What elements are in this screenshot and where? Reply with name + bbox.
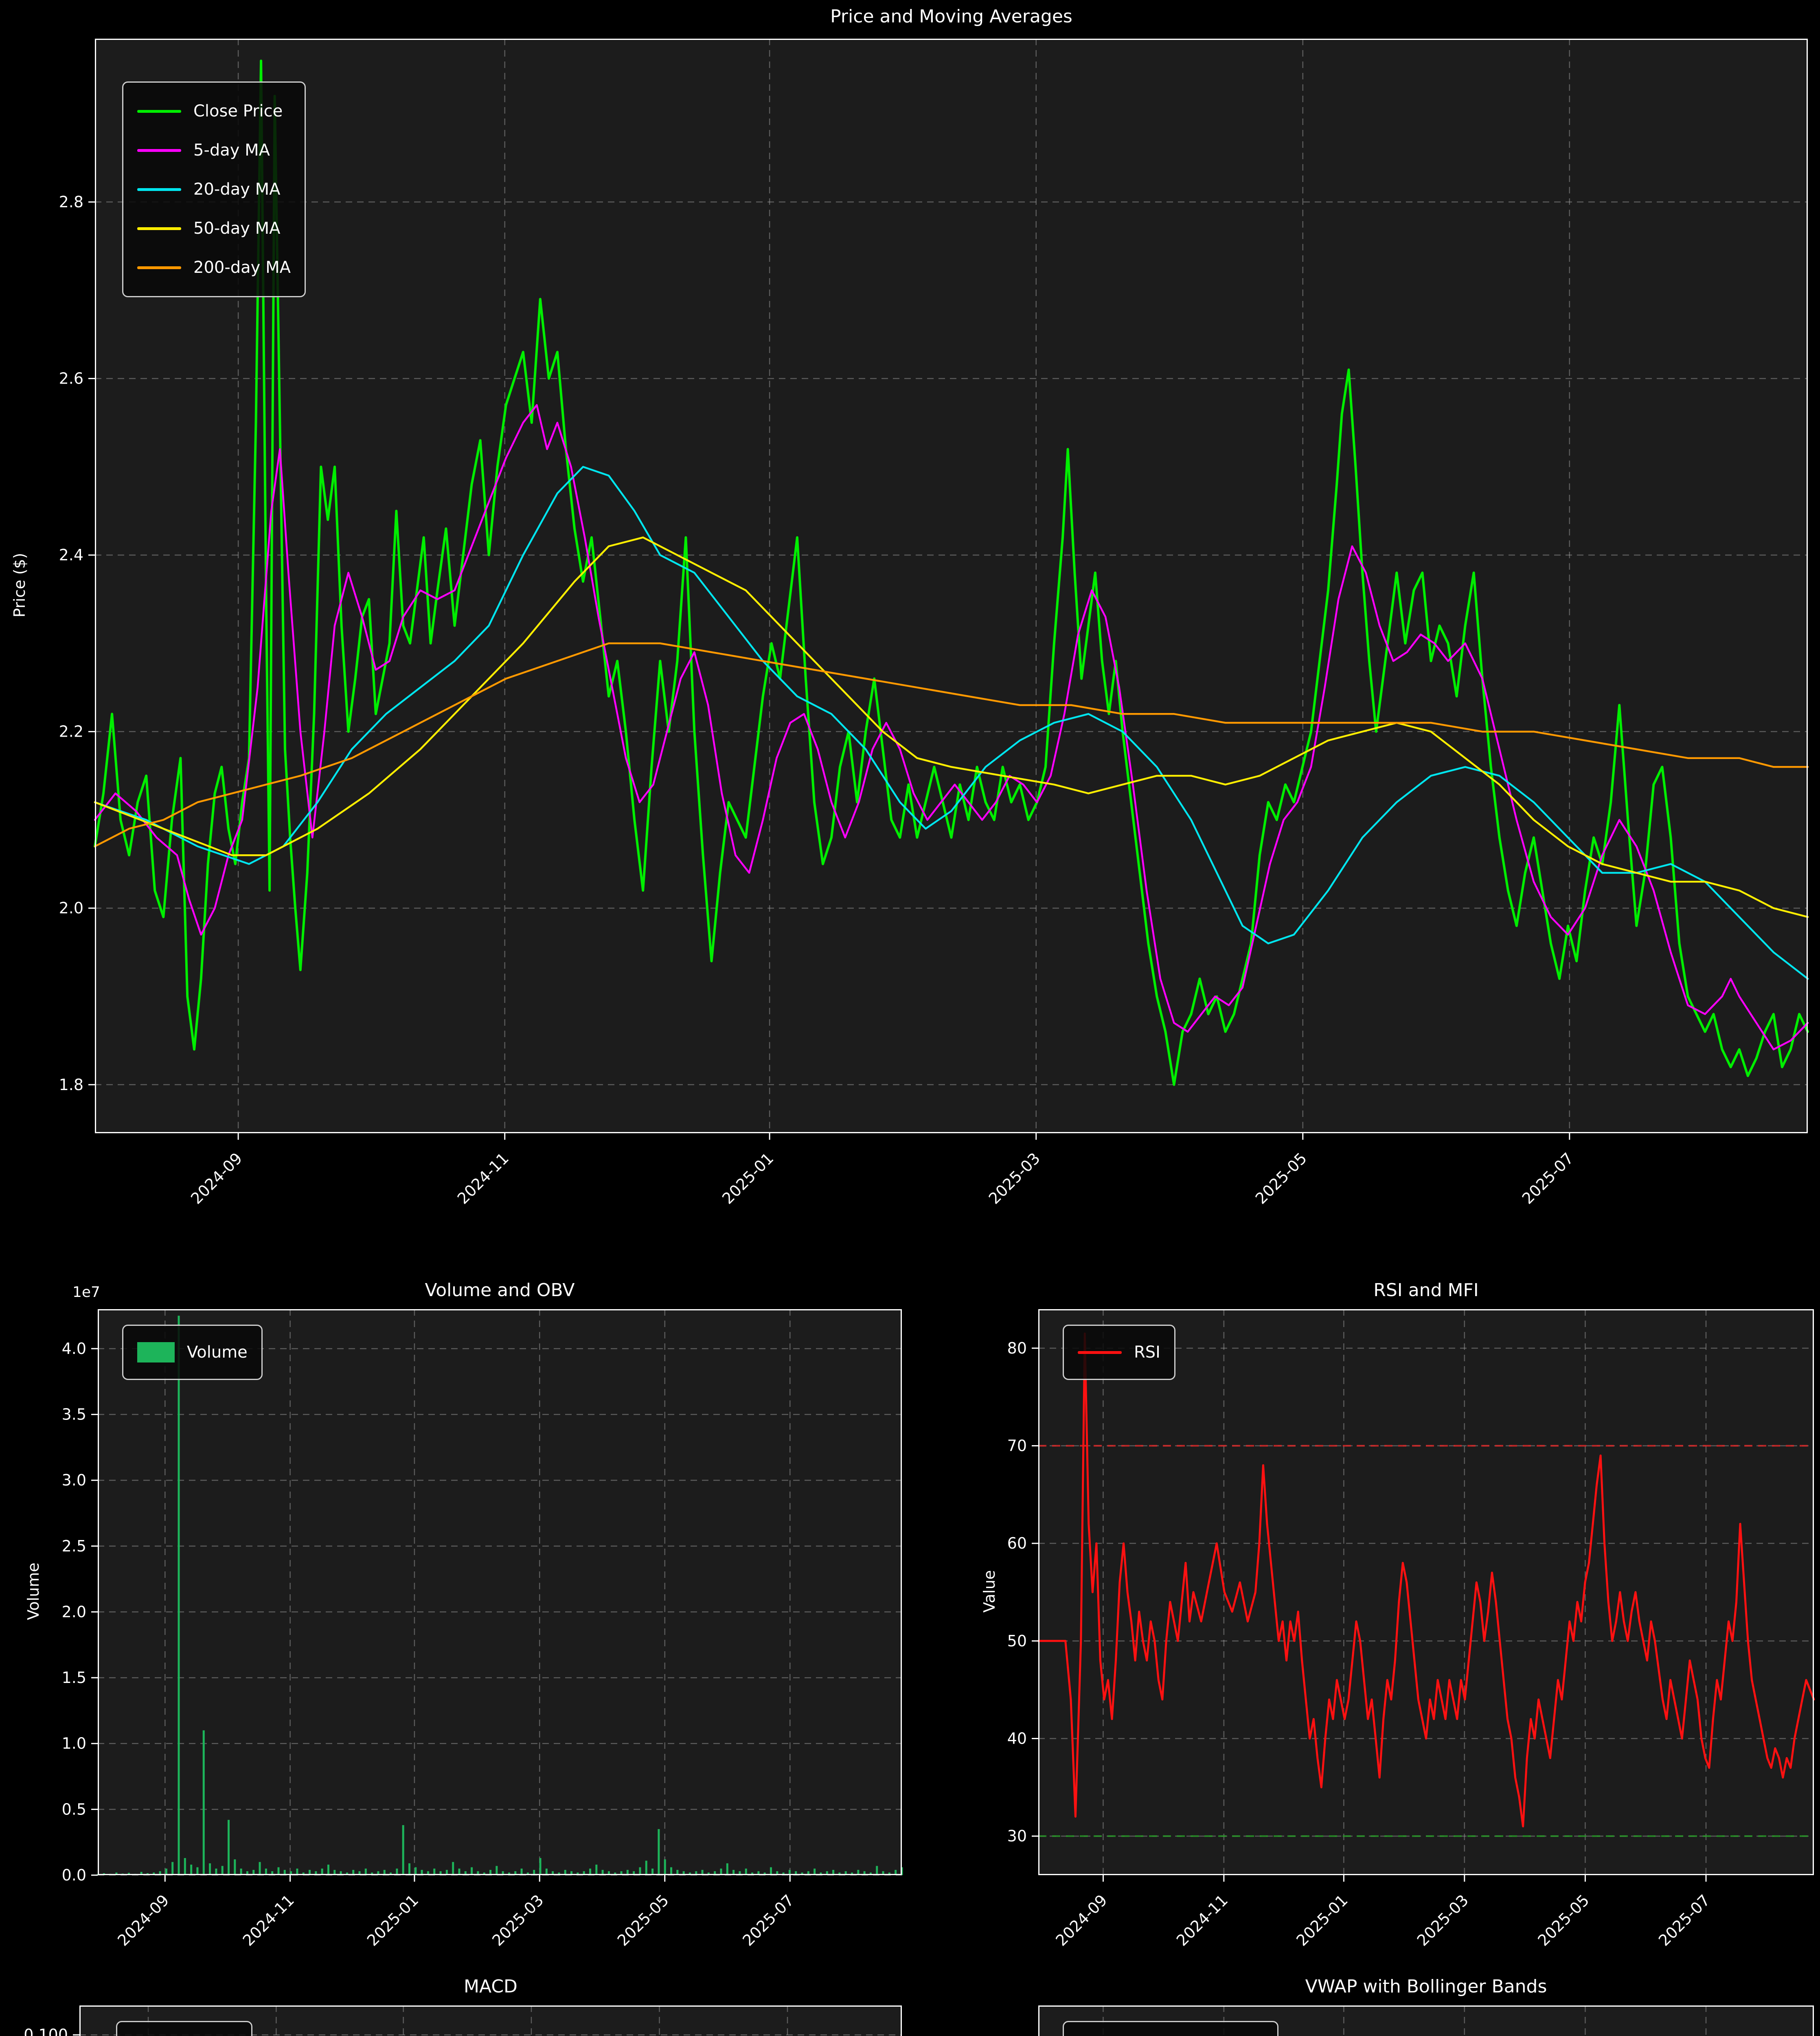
svg-text:2025-05: 2025-05 xyxy=(614,1891,672,1949)
legend-swatch xyxy=(137,188,181,191)
svg-text:1.0: 1.0 xyxy=(62,1735,86,1753)
svg-text:0.5: 0.5 xyxy=(62,1800,86,1818)
svg-text:60: 60 xyxy=(1007,1534,1027,1552)
price-chart-plot: 1.8 2.0 2.2 2.4 2.6 2.8 2024-09 2024-11 2025-01 2… xyxy=(59,39,1809,1208)
svg-text:1.8: 1.8 xyxy=(59,1076,83,1094)
legend-label: 200-day MA xyxy=(193,258,291,277)
legend-item-close-price: Close Price xyxy=(137,92,291,131)
legend-item-20-day-ma: 20-day MA xyxy=(137,170,291,209)
legend-item-close-price: Close Price xyxy=(1078,2031,1263,2036)
legend-swatch xyxy=(137,149,181,152)
svg-text:2025-05: 2025-05 xyxy=(1252,1149,1310,1207)
svg-text:2024-09: 2024-09 xyxy=(187,1149,246,1207)
rsi-chart-plot: 30 40 50 60 70 80 2024-09 2024-11 2025-01 2025-03… xyxy=(1007,1309,1815,1950)
legend-label: Volume xyxy=(187,1343,248,1362)
svg-text:2025-01: 2025-01 xyxy=(364,1891,422,1949)
legend-item-50-day-ma: 50-day MA xyxy=(137,209,291,248)
svg-text:2024-11: 2024-11 xyxy=(454,1149,512,1207)
svg-text:2.0: 2.0 xyxy=(62,1603,86,1621)
volume-chart-title: Volume and OBV xyxy=(425,1280,575,1301)
svg-text:2025-03: 2025-03 xyxy=(1414,1891,1472,1949)
rsi-chart-legend: RSI xyxy=(1063,1325,1175,1380)
svg-text:2025-03: 2025-03 xyxy=(985,1149,1044,1207)
rsi-chart-ylabel: Value xyxy=(980,1570,998,1613)
svg-text:80: 80 xyxy=(1007,1339,1027,1357)
svg-text:40: 40 xyxy=(1007,1729,1027,1747)
legend-label: 20-day MA xyxy=(193,180,281,199)
legend-item-macd: MACD xyxy=(131,2031,237,2036)
legend-item-rsi: RSI xyxy=(1078,1335,1160,1370)
legend-swatch xyxy=(137,227,181,230)
volume-axis-offset-text: 1e7 xyxy=(72,1284,100,1301)
svg-text:2025-01: 2025-01 xyxy=(1293,1891,1351,1949)
svg-text:1.5: 1.5 xyxy=(62,1669,86,1687)
rsi-chart-title: RSI and MFI xyxy=(1373,1280,1479,1301)
svg-text:50: 50 xyxy=(1007,1632,1027,1650)
svg-text:0.100: 0.100 xyxy=(24,2026,68,2036)
legend-swatch xyxy=(1078,1351,1122,1354)
svg-text:0.0: 0.0 xyxy=(62,1866,86,1884)
svg-text:4.0: 4.0 xyxy=(62,1340,86,1358)
macd-chart-title: MACD xyxy=(464,1976,517,1997)
legend-label: RSI xyxy=(1134,1343,1160,1362)
svg-text:3.0: 3.0 xyxy=(62,1471,86,1489)
svg-text:2024-11: 2024-11 xyxy=(239,1891,298,1949)
price-chart-ylabel: Price ($) xyxy=(11,553,29,618)
volume-chart-ylabel: Volume xyxy=(24,1562,42,1620)
macd-chart-plot: −0.100−0.075−0.050−0.0250.0000.0250.0500… xyxy=(24,2005,902,2036)
macd-chart-legend: MACDSignal xyxy=(116,2021,252,2036)
volume-chart-plot: 0.0 0.5 1.0 1.5 2.0 2.5 3.0 3.5 4.0 2024-09 2024-1… xyxy=(62,1309,903,1950)
svg-text:2025-05: 2025-05 xyxy=(1534,1891,1592,1949)
legend-swatch xyxy=(137,266,181,269)
vwap-chart-title: VWAP with Bollinger Bands xyxy=(1305,1976,1547,1997)
price-chart-title: Price and Moving Averages xyxy=(830,6,1072,27)
vwap-chart-legend: Close PriceVWAPVWAP BB UpperVWAP BB Lowe… xyxy=(1063,2021,1278,2036)
legend-item-200-day-ma: 200-day MA xyxy=(137,248,291,287)
svg-text:2024-09: 2024-09 xyxy=(114,1891,172,1949)
svg-text:2.0: 2.0 xyxy=(59,899,83,917)
legend-label: Close Price xyxy=(193,102,283,121)
svg-text:70: 70 xyxy=(1007,1437,1027,1455)
legend-item-5-day-ma: 5-day MA xyxy=(137,131,291,170)
volume-chart-legend: Volume xyxy=(122,1325,263,1380)
svg-text:2.2: 2.2 xyxy=(59,723,83,741)
svg-text:3.5: 3.5 xyxy=(62,1406,86,1424)
svg-text:2.5: 2.5 xyxy=(62,1537,86,1555)
svg-text:2025-07: 2025-07 xyxy=(1655,1891,1713,1949)
svg-text:2024-11: 2024-11 xyxy=(1173,1891,1231,1949)
price-chart-legend: Close Price 5-day MA 20-day MA 50-day MA 200… xyxy=(122,81,306,297)
svg-text:2025-01: 2025-01 xyxy=(719,1149,777,1207)
legend-swatch xyxy=(137,1342,175,1362)
svg-text:2.4: 2.4 xyxy=(59,546,83,564)
svg-text:2.6: 2.6 xyxy=(59,370,83,388)
svg-text:30: 30 xyxy=(1007,1827,1027,1845)
legend-label: 50-day MA xyxy=(193,219,281,238)
svg-text:2025-07: 2025-07 xyxy=(739,1891,797,1949)
svg-text:2.8: 2.8 xyxy=(59,193,83,211)
svg-text:2024-09: 2024-09 xyxy=(1052,1891,1110,1949)
svg-text:2025-03: 2025-03 xyxy=(489,1891,547,1949)
legend-item-volume: Volume xyxy=(137,1335,248,1370)
svg-text:2025-07: 2025-07 xyxy=(1519,1149,1577,1207)
legend-swatch xyxy=(137,110,181,113)
legend-label: 5-day MA xyxy=(193,141,270,160)
